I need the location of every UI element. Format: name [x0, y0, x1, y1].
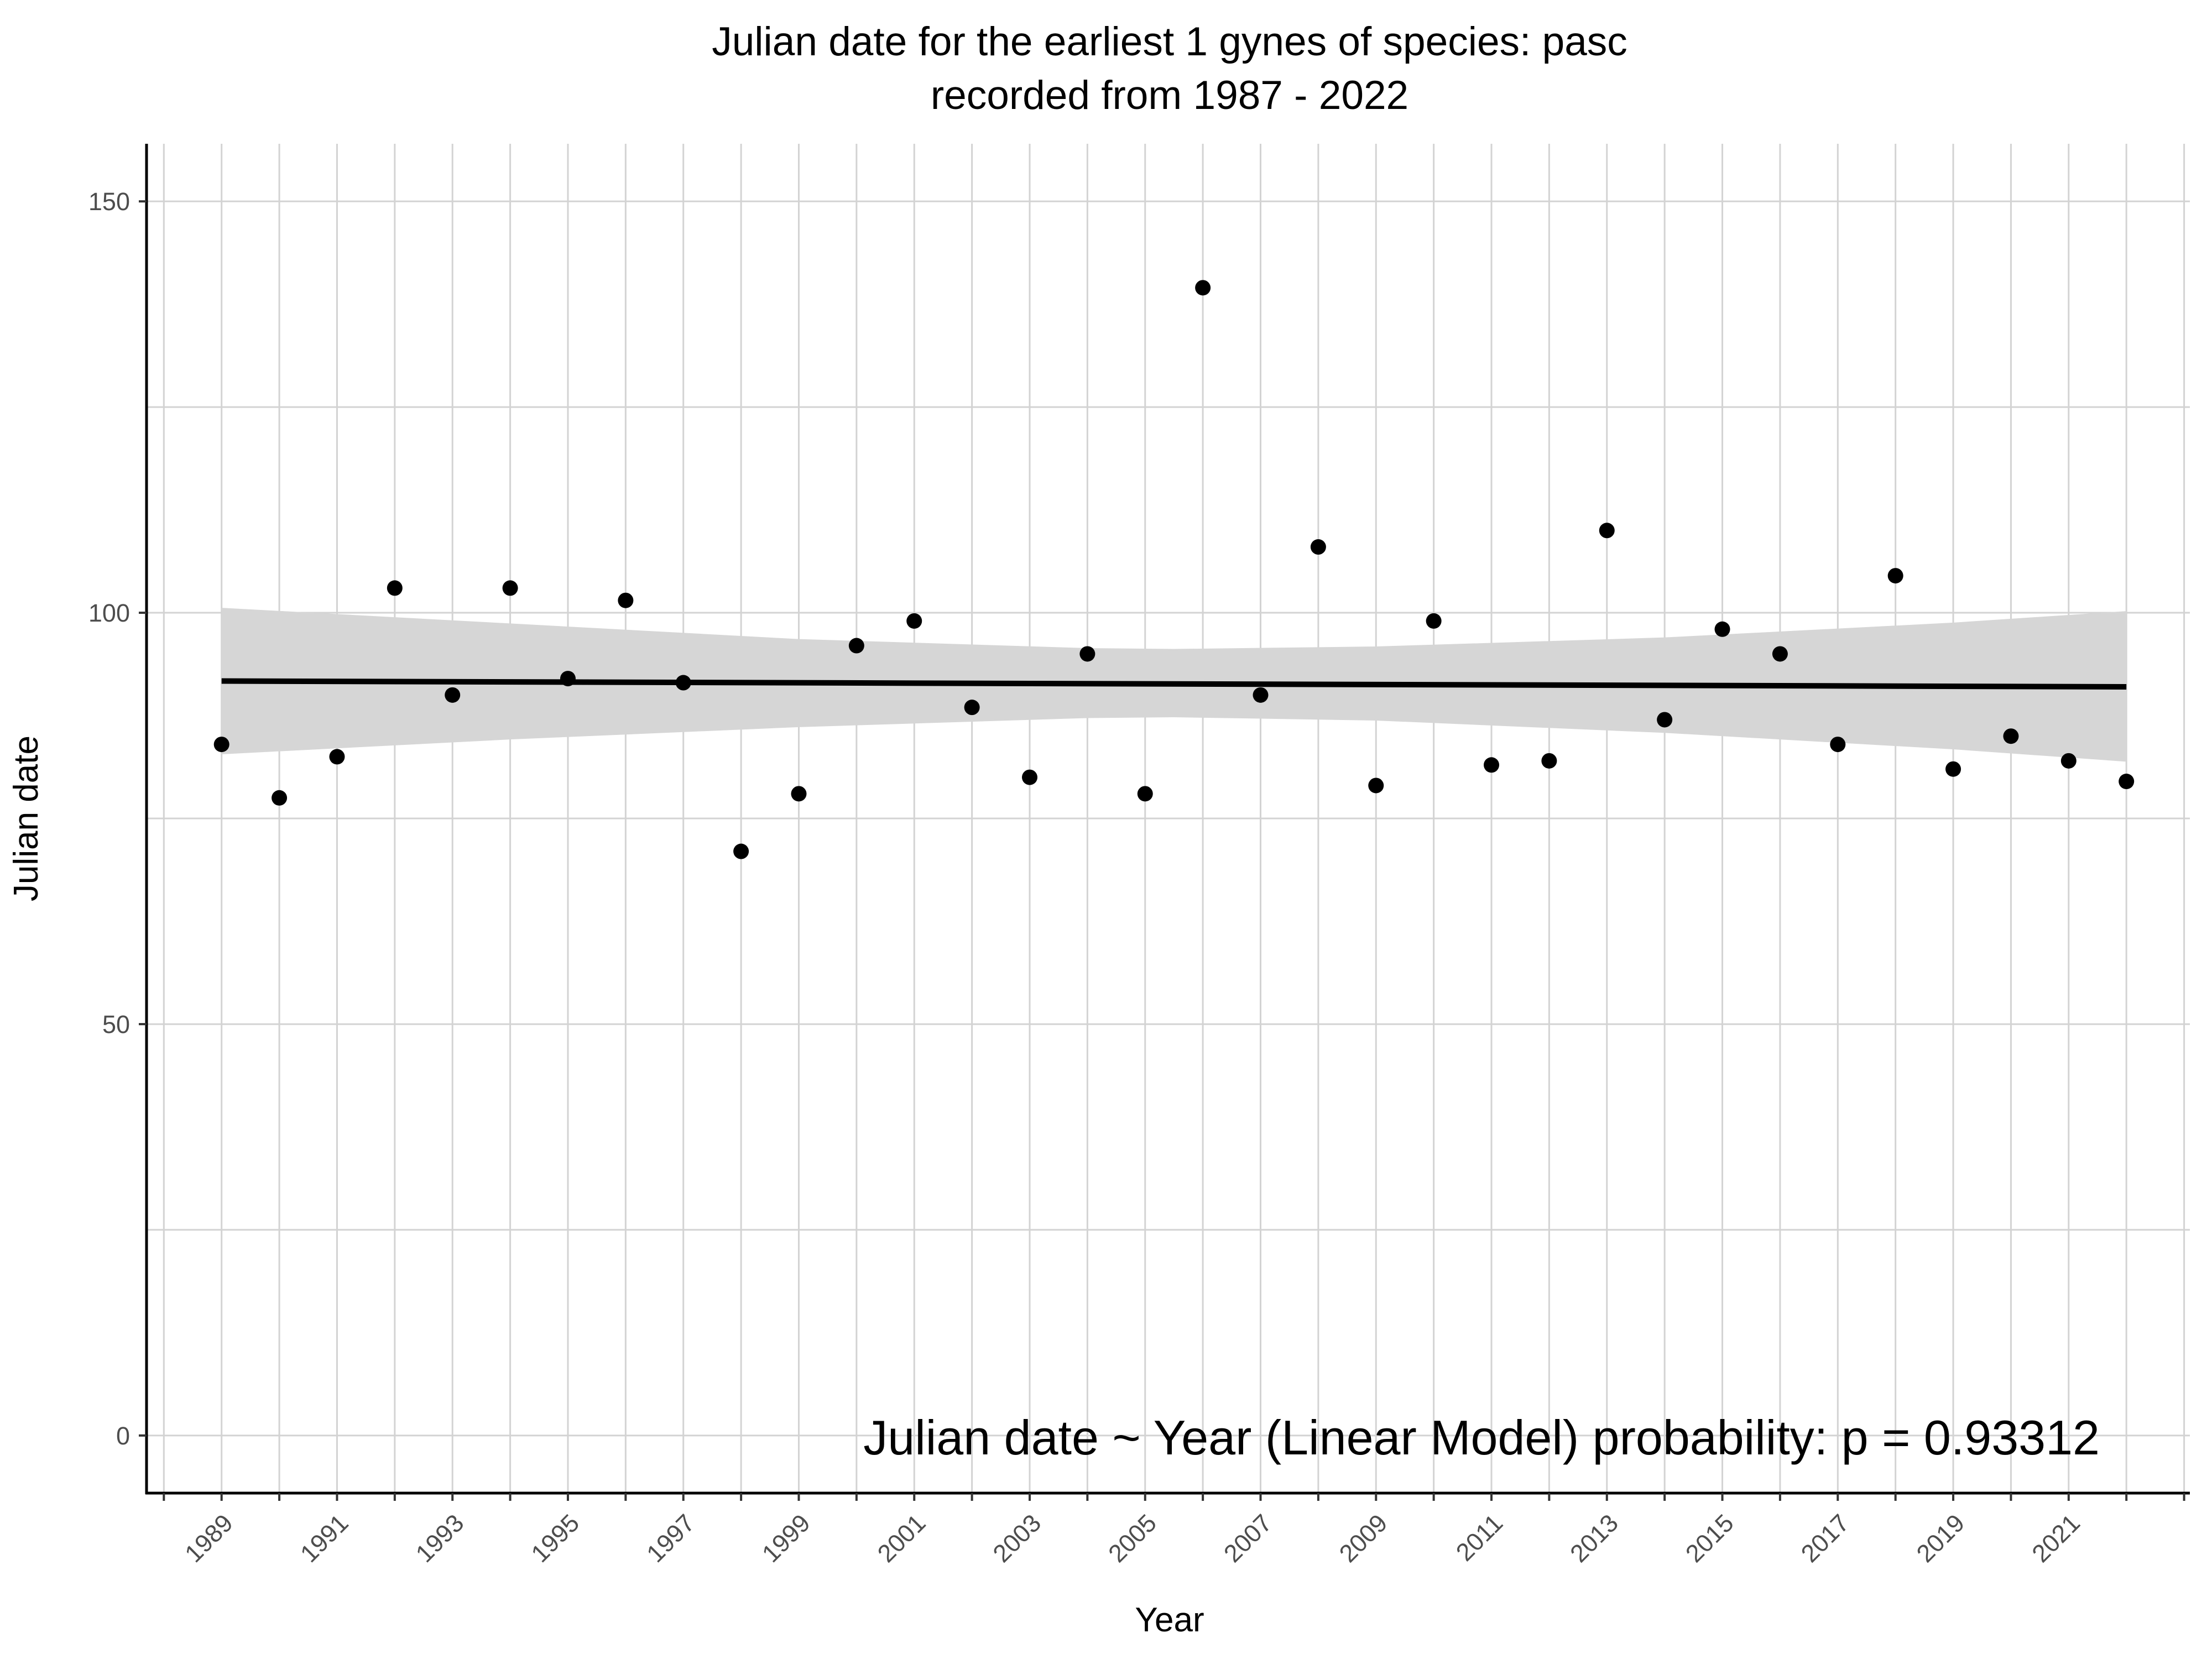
- data-points: [213, 280, 2135, 859]
- grid: [147, 144, 2190, 1493]
- data-point: [2119, 774, 2135, 790]
- x-tick-label: 1989: [179, 1509, 238, 1568]
- data-point: [502, 580, 518, 596]
- data-point: [1657, 712, 1673, 728]
- x-tick-label: 2015: [1680, 1509, 1739, 1568]
- data-point: [1484, 757, 1500, 773]
- data-point: [1137, 786, 1153, 802]
- x-tick-label: 2019: [1911, 1509, 1970, 1568]
- data-point: [618, 592, 634, 608]
- data-point: [1599, 523, 1615, 539]
- axes: [139, 144, 2190, 1501]
- x-tick-label: 2011: [1451, 1509, 1508, 1566]
- data-point: [1541, 753, 1557, 769]
- data-point: [272, 790, 288, 806]
- data-point: [1772, 646, 1788, 662]
- x-tick-label: 2013: [1564, 1509, 1624, 1568]
- data-point: [848, 638, 864, 654]
- x-tick-label: 2009: [1334, 1509, 1393, 1568]
- data-point: [1253, 687, 1269, 703]
- x-tick-label: 2007: [1218, 1509, 1277, 1568]
- x-tick-label: 2021: [2026, 1509, 2085, 1568]
- data-point: [1310, 539, 1326, 555]
- data-point: [1887, 568, 1903, 584]
- x-tick-label: 1997: [641, 1509, 700, 1568]
- x-tick-label: 2003: [987, 1509, 1046, 1568]
- y-tick-label: 100: [88, 599, 130, 627]
- chart-subtitle: recorded from 1987 - 2022: [931, 73, 1408, 118]
- data-point: [1714, 621, 1730, 637]
- data-point: [2003, 728, 2019, 744]
- data-point: [964, 700, 980, 716]
- data-point: [2060, 753, 2077, 769]
- fit-line-group: [221, 678, 2127, 690]
- x-tick-label: 1995: [525, 1509, 585, 1568]
- data-point: [1368, 778, 1384, 794]
- y-tick-label: 0: [116, 1422, 130, 1450]
- y-tick-label: 150: [88, 187, 130, 216]
- data-point: [906, 613, 922, 629]
- data-point: [1830, 737, 1846, 753]
- data-point: [1426, 613, 1442, 629]
- data-point: [675, 675, 691, 691]
- y-tick-label: 50: [102, 1010, 130, 1039]
- data-point: [445, 687, 461, 703]
- data-point: [213, 737, 229, 753]
- y-axis-title: Julian date: [7, 735, 45, 901]
- data-point: [329, 749, 345, 765]
- x-tick-label: 2001: [872, 1509, 931, 1568]
- data-point: [1195, 280, 1211, 296]
- data-point: [733, 843, 749, 859]
- chart-title: Julian date for the earliest 1 gynes of …: [712, 19, 1627, 64]
- x-tick-label: 1991: [295, 1509, 354, 1568]
- data-point: [560, 671, 576, 687]
- x-tick-label: 1993: [410, 1509, 469, 1568]
- regression-line: [221, 678, 2127, 690]
- x-axis-title: Year: [1135, 1601, 1204, 1639]
- data-point: [387, 580, 403, 596]
- model-annotation: Julian date ~ Year (Linear Model) probab…: [863, 1410, 2100, 1465]
- data-point: [1079, 646, 1095, 662]
- x-tick-label: 1999: [757, 1509, 816, 1568]
- data-point: [1021, 769, 1037, 785]
- data-point: [791, 786, 807, 802]
- x-tick-label: 2005: [1103, 1509, 1162, 1568]
- x-tick-label: 2017: [1796, 1509, 1855, 1568]
- data-point: [1945, 761, 1961, 777]
